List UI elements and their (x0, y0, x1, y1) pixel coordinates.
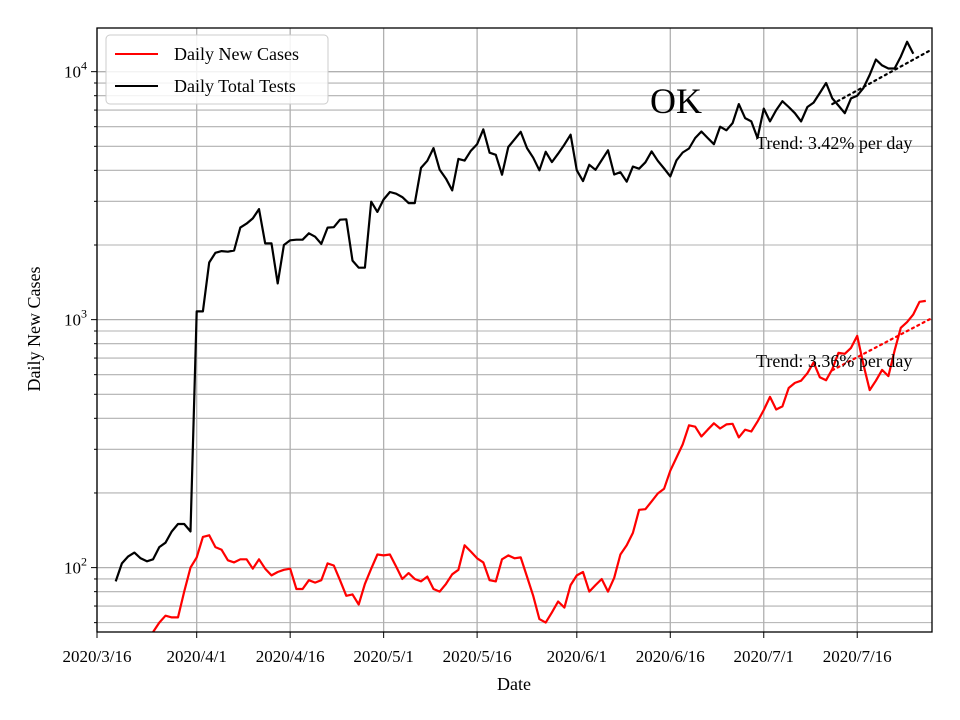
y-tick-label: 103 (64, 307, 87, 330)
y-tick-label: 102 (64, 555, 87, 578)
x-tick-label: 2020/5/16 (443, 647, 512, 666)
x-axis-label: Date (497, 674, 531, 694)
x-tick-label: 2020/5/1 (353, 647, 413, 666)
legend-label-tests: Daily Total Tests (174, 76, 296, 96)
legend-label-cases: Daily New Cases (174, 44, 299, 64)
x-tick-label: 2020/6/16 (636, 647, 705, 666)
plot-frame (96, 27, 933, 633)
daily-total-tests-line (114, 40, 915, 582)
daily-new-cases-line (152, 299, 926, 632)
y-axis-label: Daily New Cases (24, 267, 44, 392)
x-tick-label: 2020/4/16 (256, 647, 325, 666)
axis-ticks: 2020/3/16 2020/4/1 2020/4/16 2020/5/1 2020/5… (63, 59, 892, 666)
x-tick-label: 2020/6/1 (547, 647, 607, 666)
series-layer (114, 40, 926, 632)
trend-line-daily-total-tests (831, 48, 932, 106)
state-label: OK (650, 81, 702, 121)
legend-box (105, 34, 329, 105)
gridlines (96, 28, 932, 632)
x-tick-label: 2020/7/16 (823, 647, 892, 666)
x-tick-label: 2020/3/16 (63, 647, 132, 666)
trend-annotation-cases: Trend: 3.36% per day (756, 351, 912, 371)
x-tick-label: 2020/7/1 (734, 647, 794, 666)
x-tick-label: 2020/4/1 (166, 647, 226, 666)
trend-layer (831, 48, 932, 372)
legend: Daily New Cases Daily Total Tests (105, 34, 329, 105)
trend-annotation-tests: Trend: 3.42% per day (756, 133, 912, 153)
trend-line-daily-new-cases (831, 316, 932, 372)
y-tick-label: 104 (64, 59, 87, 82)
